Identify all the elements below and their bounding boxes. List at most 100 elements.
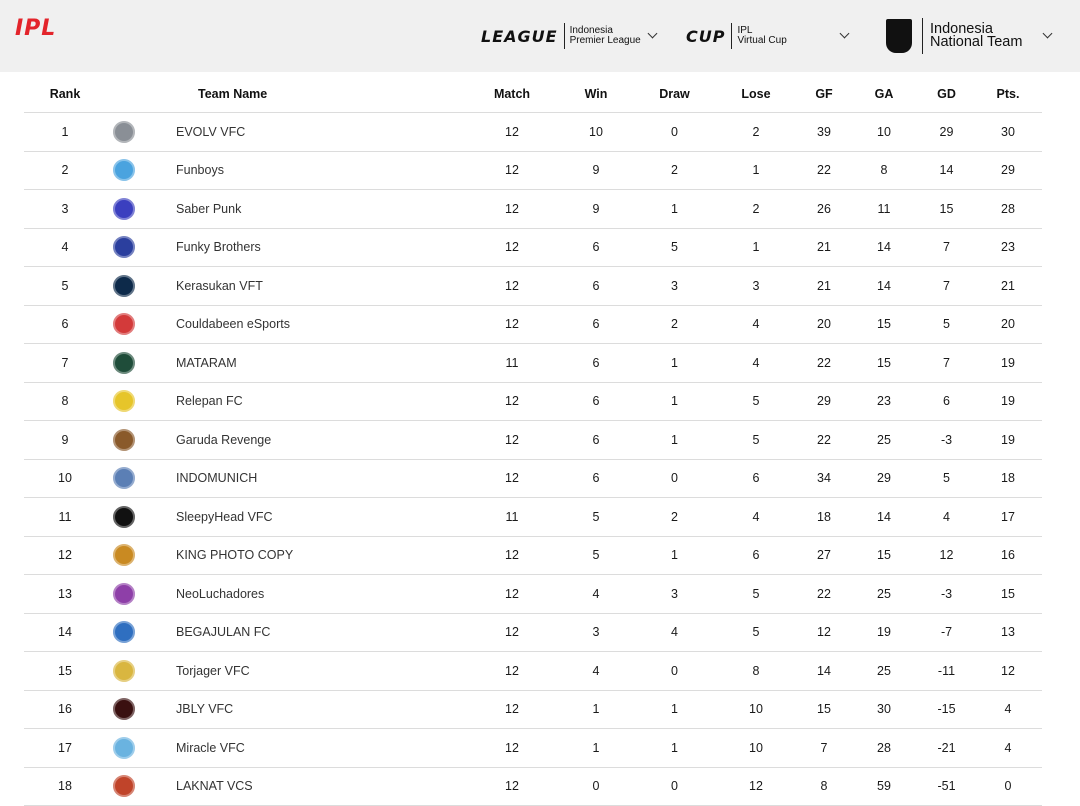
column-header-ga: GA	[849, 76, 919, 113]
win-cell: 9	[556, 189, 636, 229]
team-logo-icon	[113, 428, 135, 451]
table-row[interactable]: 18 LAKNAT VCS 12 0 0 12 8 59 -51 0	[24, 767, 1042, 806]
match-cell: 12	[468, 651, 556, 691]
table-row[interactable]: 1 EVOLV VFC 12 10 0 2 39 10 29 30	[24, 112, 1042, 152]
team-name-cell[interactable]: Saber Punk	[158, 189, 468, 229]
lose-cell: 6	[713, 459, 799, 498]
cup-menu[interactable]: CUP IPL Virtual Cup	[686, 0, 850, 72]
team-logo-icon	[113, 582, 135, 605]
team-name-cell[interactable]: Funboys	[158, 151, 468, 190]
team-name-cell[interactable]: LAKNAT VCS	[158, 767, 468, 806]
ga-cell: 23	[849, 382, 919, 421]
team-name-cell[interactable]: NeoLuchadores	[158, 574, 468, 614]
team-logo-icon	[113, 736, 135, 759]
table-row[interactable]: 17 Miracle VFC 12 1 1 10 7 28 -21 4	[24, 728, 1042, 768]
table-row[interactable]: 7 MATARAM 11 6 1 4 22 15 7 19	[24, 343, 1042, 383]
gd-cell: 7	[919, 343, 974, 383]
gd-cell: 7	[919, 228, 974, 267]
cup-subtitle: IPL Virtual Cup	[737, 26, 833, 46]
chevron-down-icon[interactable]	[1042, 28, 1053, 39]
team-name-cell[interactable]: Couldabeen eSports	[158, 305, 468, 344]
league-menu[interactable]: LEAGUE Indonesia Premier League	[481, 0, 658, 72]
pts-cell: 12	[974, 651, 1042, 691]
rank-cell: 16	[24, 690, 106, 729]
rank-cell: 5	[24, 266, 106, 306]
rank-cell: 4	[24, 228, 106, 267]
win-cell: 9	[556, 151, 636, 190]
gf-cell: 22	[799, 343, 849, 383]
team-logo-icon	[113, 544, 135, 567]
column-header-rank: Rank	[24, 76, 106, 113]
team-name-cell[interactable]: Kerasukan VFT	[158, 266, 468, 306]
draw-cell: 2	[636, 497, 713, 537]
table-row[interactable]: 6 Couldabeen eSports 12 6 2 4 20 15 5 20	[24, 305, 1042, 344]
team-name-cell[interactable]: Funky Brothers	[158, 228, 468, 267]
team-logo-cell	[106, 651, 158, 691]
table-row[interactable]: 10 INDOMUNICH 12 6 0 6 34 29 5 18	[24, 459, 1042, 498]
rank-cell: 14	[24, 613, 106, 652]
national-team-menu[interactable]: Indonesia National Team	[886, 0, 1053, 72]
column-header-team-name: Team Name	[158, 76, 468, 113]
ipl-logo[interactable]: IPL	[15, 16, 57, 41]
gf-cell: 27	[799, 536, 849, 575]
table-row[interactable]: 14 BEGAJULAN FC 12 3 4 5 12 19 -7 13	[24, 613, 1042, 652]
gf-cell: 14	[799, 651, 849, 691]
team-name-cell[interactable]: Relepan FC	[158, 382, 468, 421]
table-row[interactable]: 12 KING PHOTO COPY 12 5 1 6 27 15 12 16	[24, 536, 1042, 575]
team-name-cell[interactable]: JBLY VFC	[158, 690, 468, 729]
table-row[interactable]: 13 NeoLuchadores 12 4 3 5 22 25 -3 15	[24, 574, 1042, 614]
lose-cell: 5	[713, 574, 799, 614]
match-cell: 12	[468, 305, 556, 344]
pts-cell: 21	[974, 266, 1042, 306]
team-name-cell[interactable]: EVOLV VFC	[158, 112, 468, 152]
team-logo-cell	[106, 228, 158, 267]
national-team-label: Indonesia National Team	[930, 22, 1036, 50]
team-name-cell[interactable]: SleepyHead VFC	[158, 497, 468, 537]
gd-cell: 12	[919, 536, 974, 575]
ga-cell: 19	[849, 613, 919, 652]
gf-cell: 18	[799, 497, 849, 537]
team-logo-icon	[113, 775, 135, 798]
table-row[interactable]: 9 Garuda Revenge 12 6 1 5 22 25 -3 19	[24, 420, 1042, 460]
team-logo-icon	[113, 159, 135, 182]
team-name-cell[interactable]: Torjager VFC	[158, 651, 468, 691]
team-logo-icon	[113, 197, 135, 220]
table-row[interactable]: 11 SleepyHead VFC 11 5 2 4 18 14 4 17	[24, 497, 1042, 537]
table-row[interactable]: 8 Relepan FC 12 6 1 5 29 23 6 19	[24, 382, 1042, 421]
table-row[interactable]: 2 Funboys 12 9 2 1 22 8 14 29	[24, 151, 1042, 190]
rank-cell: 3	[24, 189, 106, 229]
table-row[interactable]: 3 Saber Punk 12 9 1 2 26 11 15 28	[24, 189, 1042, 229]
gf-cell: 21	[799, 266, 849, 306]
gd-cell: -51	[919, 767, 974, 806]
table-row[interactable]: 16 JBLY VFC 12 1 1 10 15 30 -15 4	[24, 690, 1042, 729]
team-name-cell[interactable]: BEGAJULAN FC	[158, 613, 468, 652]
team-name-cell[interactable]: KING PHOTO COPY	[158, 536, 468, 575]
win-cell: 5	[556, 536, 636, 575]
rank-cell: 15	[24, 651, 106, 691]
table-row[interactable]: 5 Kerasukan VFT 12 6 3 3 21 14 7 21	[24, 266, 1042, 306]
national-divider	[922, 18, 923, 54]
team-logo-icon	[113, 390, 135, 413]
draw-cell: 0	[636, 459, 713, 498]
chevron-down-icon[interactable]	[647, 28, 658, 39]
team-name-cell[interactable]: Miracle VFC	[158, 728, 468, 768]
draw-cell: 1	[636, 420, 713, 460]
table-row[interactable]: 15 Torjager VFC 12 4 0 8 14 25 -11 12	[24, 651, 1042, 691]
match-cell: 12	[468, 728, 556, 768]
draw-cell: 1	[636, 382, 713, 421]
table-row[interactable]: 4 Funky Brothers 12 6 5 1 21 14 7 23	[24, 228, 1042, 267]
chevron-down-icon[interactable]	[840, 28, 850, 39]
match-cell: 11	[468, 343, 556, 383]
team-name-cell[interactable]: Garuda Revenge	[158, 420, 468, 460]
draw-cell: 1	[636, 690, 713, 729]
gd-cell: 4	[919, 497, 974, 537]
lose-cell: 3	[713, 266, 799, 306]
team-name-cell[interactable]: MATARAM	[158, 343, 468, 383]
team-logo-icon	[113, 467, 135, 490]
lose-cell: 1	[713, 151, 799, 190]
gf-cell: 22	[799, 151, 849, 190]
rank-cell: 8	[24, 382, 106, 421]
team-name-cell[interactable]: INDOMUNICH	[158, 459, 468, 498]
team-logo-icon	[113, 236, 135, 259]
team-logo-cell	[106, 497, 158, 537]
